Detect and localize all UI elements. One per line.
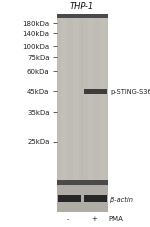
Text: 45kDa: 45kDa — [27, 89, 50, 95]
Bar — [57, 18, 108, 182]
Bar — [100, 18, 106, 182]
Bar — [73, 18, 79, 182]
Text: THP-1: THP-1 — [70, 2, 94, 11]
Text: 60kDa: 60kDa — [27, 69, 50, 74]
Text: +: + — [92, 215, 98, 221]
Text: -: - — [67, 215, 69, 221]
Text: 75kDa: 75kDa — [27, 55, 50, 61]
Bar — [88, 18, 94, 182]
Text: 100kDa: 100kDa — [22, 44, 50, 49]
Text: 25kDa: 25kDa — [27, 139, 50, 145]
Text: 35kDa: 35kDa — [27, 109, 50, 115]
Text: p-STING-S365: p-STING-S365 — [110, 89, 150, 95]
Bar — [61, 18, 67, 182]
Bar — [84, 89, 107, 94]
Bar — [58, 195, 81, 202]
Bar — [84, 195, 107, 202]
Text: β-actin: β-actin — [110, 196, 133, 202]
Text: PMA: PMA — [108, 215, 123, 221]
Text: 140kDa: 140kDa — [22, 31, 50, 37]
Text: 180kDa: 180kDa — [22, 21, 50, 27]
Bar — [57, 185, 108, 212]
Bar — [57, 180, 108, 185]
Bar — [57, 15, 108, 19]
